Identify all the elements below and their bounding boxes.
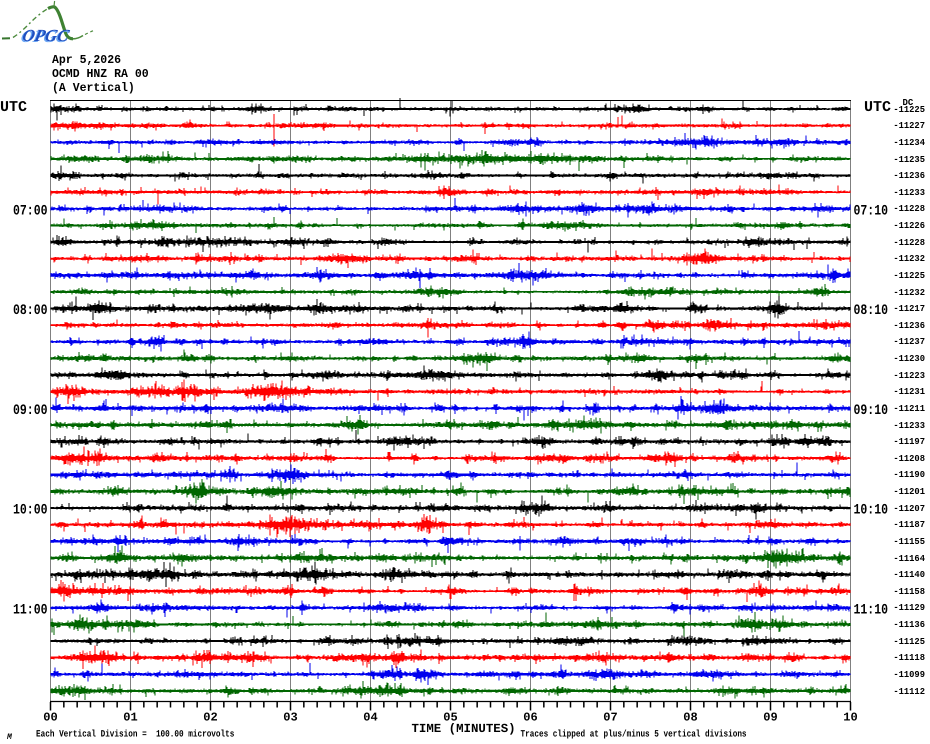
svg-text:08:00: 08:00 [13,303,48,319]
svg-text:00: 00 [43,711,57,725]
svg-text:Traces clipped at plus/minus 5: Traces clipped at plus/minus 5 vertical … [521,729,747,740]
svg-text:09:10: 09:10 [854,403,889,419]
svg-text:07:00: 07:00 [13,203,48,219]
svg-text:OPGC: OPGC [21,26,72,45]
svg-text:UTC: UTC [864,99,891,116]
svg-text:03: 03 [283,711,297,725]
svg-text:10:10: 10:10 [854,502,889,518]
svg-text:10: 10 [843,711,857,725]
svg-text:TIME (MINUTES): TIME (MINUTES) [412,722,516,736]
svg-text:11:00: 11:00 [13,602,48,618]
svg-text:06: 06 [523,711,537,725]
svg-text:OPGC: OPGC [19,27,70,46]
svg-text:UTC: UTC [0,99,27,116]
svg-text:10:00: 10:00 [13,502,48,518]
svg-text:08: 08 [683,711,697,725]
svg-text:09:00: 09:00 [13,403,48,419]
svg-text:05: 05 [443,711,457,725]
svg-text:Each Vertical Division = 100.: Each Vertical Division = 100.00 microvol… [36,729,235,740]
svg-text:07:10: 07:10 [854,203,889,219]
svg-text:08:10: 08:10 [854,303,889,319]
svg-text:02: 02 [203,711,217,725]
svg-text:09: 09 [763,711,777,725]
svg-text:04: 04 [363,711,377,725]
svg-text:01: 01 [123,711,137,725]
svg-text:07: 07 [603,711,617,725]
svg-text:11:10: 11:10 [854,602,889,618]
